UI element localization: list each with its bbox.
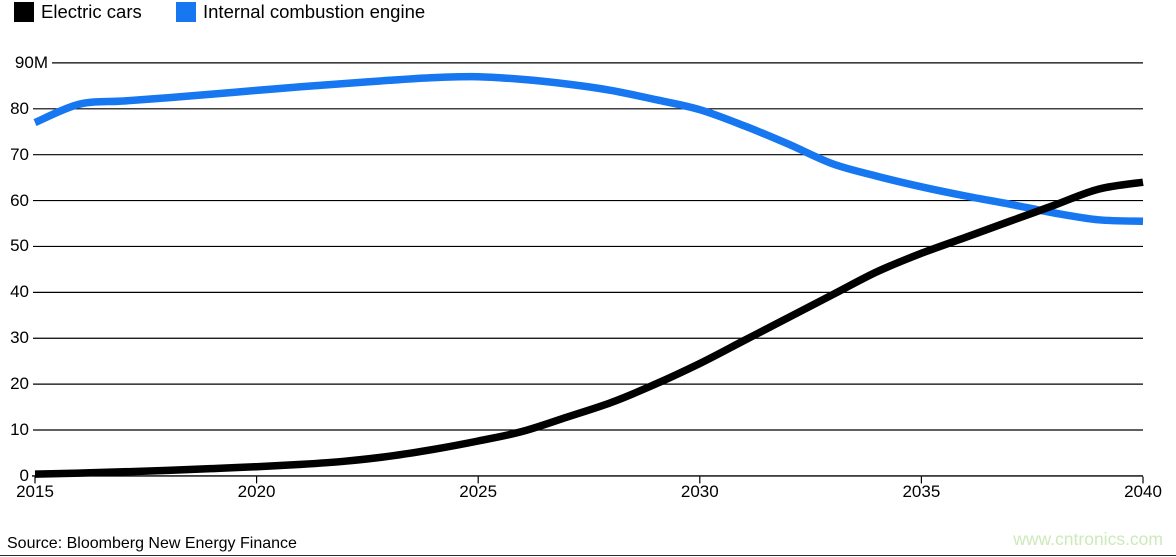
x-axis-label: 2025 — [459, 482, 498, 501]
legend-label-electric-cars: Electric cars — [41, 1, 142, 22]
bottom-divider — [0, 555, 1176, 556]
electric-cars-line — [34, 178, 1144, 478]
y-axis-label: 30 — [10, 328, 29, 348]
y-axis-label: 70 — [10, 144, 29, 164]
legend-item-electric-cars: Electric cars — [14, 0, 142, 24]
y-axis-label: 60 — [10, 190, 29, 210]
internal-combustion-engine-line — [33, 72, 1144, 225]
y-axis-label: 0 — [19, 465, 29, 485]
chart-legend: Electric cars Internal combustion engine — [0, 0, 1176, 26]
y-axis-label: 20 — [10, 374, 29, 394]
x-axis-label: 2030 — [680, 482, 719, 501]
y-axis-label: 10 — [10, 420, 29, 439]
legend-item-internal-combustion-engine: Internal combustion engine — [176, 0, 425, 24]
y-axis-label: 40 — [10, 282, 29, 302]
source-text: Source: Bloomberg New Energy Finance — [7, 535, 297, 552]
watermark-text: www.cntronics.com — [1013, 529, 1163, 549]
y-axis-label: 90M — [14, 52, 48, 72]
y-axis-label: 80 — [10, 98, 29, 118]
x-axis-label: 2035 — [902, 482, 941, 501]
legend-swatch-internal-combustion-engine — [176, 2, 196, 22]
x-axis-label: 2020 — [237, 482, 276, 501]
x-axis-label: 2040 — [1124, 482, 1162, 501]
y-axis-label: 50 — [10, 236, 29, 256]
x-axis-label: 2015 — [16, 482, 54, 501]
legend-label-internal-combustion-engine: Internal combustion engine — [203, 1, 426, 22]
legend-swatch-electric-cars — [14, 2, 34, 22]
